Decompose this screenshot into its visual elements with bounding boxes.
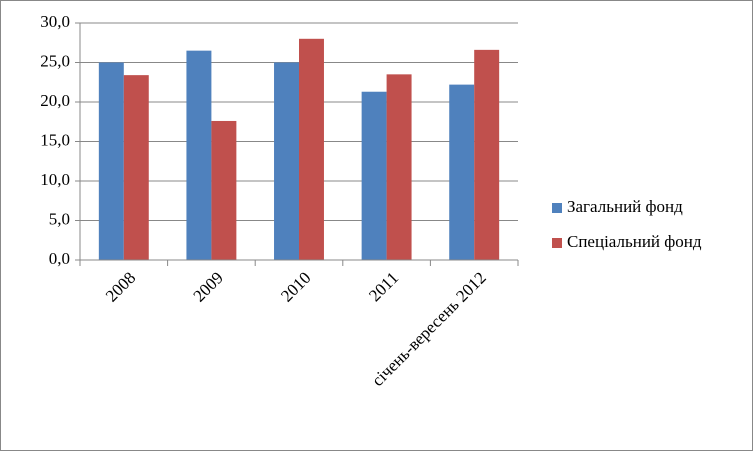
bar xyxy=(361,91,387,260)
bar xyxy=(274,62,299,260)
bar xyxy=(98,62,124,260)
y-tick-label: 0,0 xyxy=(49,249,70,268)
legend-label: Загальний фонд xyxy=(567,197,683,216)
bar xyxy=(299,38,324,260)
bar xyxy=(386,74,412,260)
bar xyxy=(449,84,475,261)
y-tick-label: 15,0 xyxy=(40,130,70,149)
y-tick-label: 20,0 xyxy=(40,91,70,110)
legend-swatch xyxy=(552,238,562,248)
y-tick-label: 25,0 xyxy=(40,51,70,70)
y-tick-label: 30,0 xyxy=(40,12,70,31)
y-tick-label: 10,0 xyxy=(40,170,70,189)
bar xyxy=(474,49,500,260)
bar xyxy=(186,50,212,261)
legend-label: Спеціальний фонд xyxy=(567,232,702,251)
legend-swatch xyxy=(552,203,562,213)
bar xyxy=(123,75,149,260)
bar xyxy=(211,120,237,261)
y-tick-label: 5,0 xyxy=(49,209,70,228)
